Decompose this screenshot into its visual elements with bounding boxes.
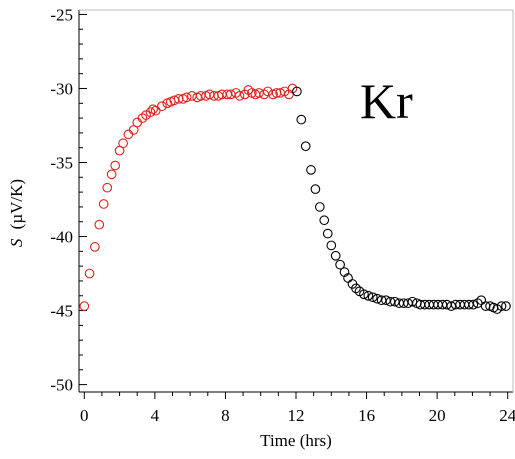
data-point-series-2	[501, 301, 511, 311]
data-point-series-1	[106, 169, 117, 180]
x-tick-label: 16	[358, 406, 375, 425]
data-point-series-2	[296, 114, 307, 125]
x-tick-label: 8	[221, 406, 230, 425]
chart-annotation-kr: Kr	[360, 73, 413, 129]
data-point-series-1	[137, 113, 148, 123]
data-point-series-2	[363, 290, 374, 301]
data-point-series-1	[90, 242, 100, 252]
data-point-series-2	[330, 250, 341, 261]
data-point-series-1	[187, 91, 197, 101]
data-point-series-1	[102, 182, 113, 193]
x-tick-label: 12	[288, 406, 305, 425]
data-point-series-2	[468, 299, 479, 310]
data-point-series-1	[145, 107, 156, 118]
x-tick-label: 0	[80, 406, 89, 425]
data-point-series-2	[367, 292, 378, 303]
data-point-series-1	[110, 160, 121, 171]
data-point-series-1	[84, 268, 95, 279]
data-point-series-1	[123, 129, 134, 140]
y-tick-label: -45	[50, 302, 73, 321]
data-point-series-1	[243, 85, 254, 95]
data-point-series-2	[326, 240, 337, 251]
data-point-series-1	[234, 91, 245, 101]
y-tick-label: -35	[50, 154, 73, 173]
y-axis-title-symbol: S	[7, 238, 26, 247]
data-point-series-1	[132, 117, 143, 128]
data-point-series-1	[150, 105, 161, 116]
y-axis-title-units: (µV/K)	[7, 179, 26, 229]
data-point-series-2	[322, 228, 333, 239]
x-axis-title: Time (hrs)	[260, 431, 332, 450]
x-tick-label: 20	[429, 406, 446, 425]
data-point-series-1	[94, 219, 105, 230]
data-point-series-1	[79, 301, 90, 311]
data-point-series-2	[300, 141, 311, 152]
data-point-series-2	[496, 301, 507, 311]
y-tick-label: -50	[50, 376, 73, 395]
y-tick-label: -40	[50, 228, 73, 247]
data-point-series-1	[118, 138, 128, 149]
data-point-series-2	[306, 165, 316, 175]
data-point-series-2	[314, 202, 325, 212]
y-tick-label: -30	[50, 79, 73, 98]
data-points	[79, 83, 511, 314]
y-axis-title: S (µV/K)	[7, 179, 26, 247]
data-point-series-2	[310, 184, 321, 195]
data-point-series-2	[351, 283, 361, 294]
data-point-series-2	[335, 259, 345, 270]
data-point-series-1	[181, 92, 192, 103]
axes: -25 -30 -35 -40 -45 -50 0 4 8 12 16 20 24	[50, 5, 515, 425]
data-point-series-1	[157, 101, 167, 112]
data-point-series-2	[292, 86, 302, 97]
x-tick-label: 4	[151, 406, 160, 425]
data-point-series-1	[98, 199, 109, 209]
data-point-series-1	[148, 104, 158, 115]
x-tick-label: 24	[499, 406, 515, 425]
data-point-series-2	[359, 289, 369, 300]
data-point-series-2	[319, 215, 330, 226]
y-tick-label: -25	[50, 5, 73, 24]
